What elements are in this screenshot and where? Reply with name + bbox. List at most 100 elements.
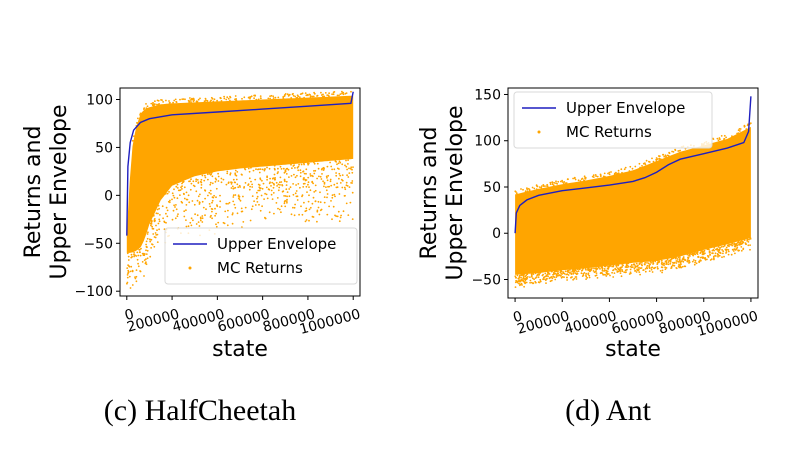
mc-return-point	[641, 165, 643, 167]
mc-return-point	[526, 188, 529, 191]
mc-return-point	[157, 99, 160, 102]
mc-return-point	[326, 176, 328, 179]
mc-return-point	[233, 203, 236, 206]
mc-return-point	[273, 178, 276, 181]
mc-return-point	[524, 190, 527, 193]
mc-return-point	[312, 95, 315, 98]
mc-return-point	[652, 262, 655, 265]
mc-return-point	[249, 96, 252, 98]
mc-return-point	[131, 255, 134, 258]
mc-return-point	[244, 168, 247, 171]
x-axis-label: state	[605, 337, 661, 362]
mc-return-point	[171, 198, 173, 201]
mc-return-point	[341, 90, 343, 93]
mc-return-point	[344, 194, 346, 197]
mc-return-point	[731, 243, 733, 246]
mc-return-point	[721, 256, 723, 259]
mc-return-point	[231, 222, 234, 225]
mc-return-point	[307, 200, 310, 203]
mc-return-point	[616, 270, 619, 273]
mc-return-point	[342, 210, 345, 213]
mc-return-point	[257, 98, 260, 101]
mc-return-point	[520, 276, 522, 279]
mc-return-point	[203, 179, 206, 182]
mc-return-point	[189, 99, 192, 101]
mc-return-point	[254, 94, 256, 97]
mc-return-point	[605, 275, 608, 277]
mc-return-point	[260, 97, 262, 100]
mc-return-point	[285, 184, 288, 187]
mc-return-point	[210, 171, 213, 174]
mc-return-point	[234, 194, 237, 196]
mc-return-point	[529, 276, 531, 278]
mc-return-point	[640, 267, 643, 269]
mc-return-point	[321, 173, 323, 175]
mc-return-point	[744, 242, 747, 245]
mc-return-point	[529, 281, 531, 284]
mc-return-point	[143, 107, 146, 109]
mc-return-point	[308, 194, 310, 197]
mc-return-point	[256, 191, 258, 194]
mc-return-point	[143, 254, 146, 257]
mc-return-point	[727, 250, 730, 253]
mc-return-point	[524, 279, 527, 282]
mc-return-point	[725, 248, 728, 251]
mc-return-point	[592, 270, 595, 272]
mc-return-point	[314, 200, 317, 203]
mc-return-point	[669, 262, 672, 265]
legend-dot-swatch	[537, 130, 541, 134]
mc-return-point	[607, 265, 610, 268]
plot-frame	[507, 87, 759, 299]
mc-return-point	[653, 267, 656, 270]
mc-return-point	[594, 174, 597, 176]
mc-return-point	[261, 179, 263, 182]
mc-return-point	[663, 264, 665, 267]
mc-return-point	[263, 169, 266, 172]
mc-return-point	[220, 100, 223, 102]
mc-return-point	[297, 169, 300, 172]
mc-return-point	[565, 182, 568, 184]
mc-return-point	[577, 270, 580, 272]
mc-return-point	[204, 176, 207, 179]
mc-return-point	[234, 206, 237, 209]
mc-return-point	[199, 217, 202, 220]
legend-label-mc-returns: MC Returns	[217, 259, 303, 277]
mc-return-point	[229, 173, 232, 176]
mc-return-point	[542, 185, 545, 187]
mc-return-point	[717, 139, 720, 142]
mc-return-point	[706, 248, 709, 251]
mc-return-point	[154, 236, 157, 239]
mc-return-point	[157, 212, 159, 215]
mc-return-point	[336, 163, 338, 166]
mc-return-point	[323, 183, 326, 185]
mc-return-point	[204, 97, 207, 100]
mc-return-point	[199, 193, 201, 196]
mc-return-point	[603, 172, 606, 175]
mc-return-point	[268, 211, 271, 214]
mc-return-point	[208, 172, 211, 175]
mc-return-point	[206, 100, 209, 102]
mc-return-point	[712, 138, 715, 141]
mc-return-point	[287, 168, 290, 171]
mc-return-point	[348, 172, 351, 175]
mc-return-point	[279, 165, 282, 168]
mc-return-point	[345, 202, 348, 205]
mc-return-point	[322, 95, 325, 98]
mc-return-point	[214, 214, 217, 217]
mc-return-point	[153, 220, 156, 223]
mc-return-point	[227, 209, 229, 212]
mc-return-point	[546, 273, 549, 276]
mc-return-point	[330, 200, 332, 202]
mc-return-point	[155, 234, 158, 236]
mc-return-point	[173, 196, 176, 199]
mc-return-point	[339, 174, 342, 177]
mc-return-point	[302, 182, 305, 185]
mc-return-point	[656, 260, 659, 262]
mc-return-point	[277, 167, 279, 170]
mc-return-point	[602, 175, 605, 178]
mc-return-point	[550, 276, 553, 278]
mc-return-point	[215, 223, 217, 226]
mc-return-point	[156, 208, 159, 211]
mc-return-point	[273, 164, 276, 167]
mc-return-point	[599, 175, 602, 178]
